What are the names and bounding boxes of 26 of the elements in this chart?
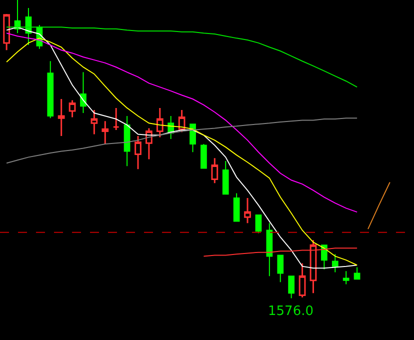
candlestick <box>277 254 284 283</box>
candlestick <box>332 254 338 273</box>
candlestick <box>190 124 196 153</box>
candlestick <box>233 192 240 222</box>
candlestick <box>134 135 142 170</box>
candlestick <box>58 98 65 137</box>
candlestick <box>124 116 130 167</box>
candlestick <box>90 109 98 135</box>
candlestick <box>222 160 229 195</box>
candlestick <box>255 214 262 234</box>
candlestick <box>3 13 10 51</box>
candlestick <box>80 72 86 114</box>
annotation: 1576.0 <box>268 304 314 319</box>
candlestick <box>266 222 273 277</box>
candlestick <box>211 157 218 184</box>
candlestick <box>200 144 207 169</box>
candlestick <box>112 107 120 131</box>
candlestick <box>244 197 251 224</box>
candlestick <box>102 120 109 145</box>
candlestick <box>68 99 76 118</box>
candlestick <box>156 107 164 138</box>
candlestick <box>342 270 350 285</box>
candlestick <box>298 262 306 298</box>
candlestick <box>288 276 295 299</box>
candlestick <box>354 266 360 280</box>
candlestick <box>47 60 54 119</box>
